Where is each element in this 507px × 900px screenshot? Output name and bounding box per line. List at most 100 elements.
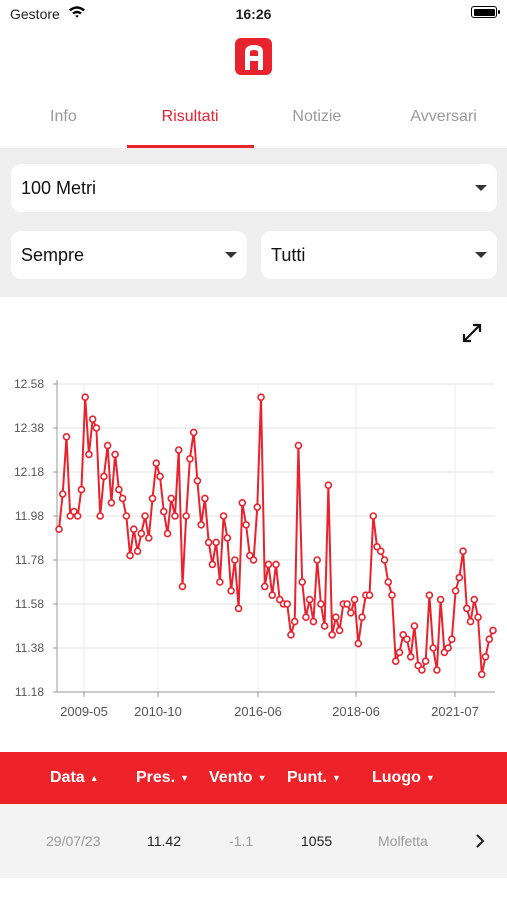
data-point [107, 499, 116, 507]
y-tick-label: 12.18 [14, 465, 44, 479]
filters-panel: 100 Metri Sempre Tutti [0, 148, 507, 297]
data-point [144, 534, 153, 542]
column-header-points[interactable]: Punt. ▼ [287, 769, 341, 786]
event-select[interactable]: 100 Metri [11, 164, 497, 212]
app-logo [235, 38, 272, 75]
data-point [223, 534, 232, 542]
period-select[interactable]: Sempre [11, 231, 247, 279]
series-line [58, 396, 494, 676]
row-wind: -1.1 [229, 833, 254, 849]
tab-info[interactable]: Info [50, 108, 77, 125]
type-select[interactable]: Tutti [261, 231, 497, 279]
data-point [186, 455, 194, 463]
tab-avversari[interactable]: Avversari [410, 108, 477, 125]
data-point [448, 635, 456, 644]
data-point [481, 652, 490, 661]
data-point [313, 556, 321, 564]
x-tick-label: 2010-10 [134, 704, 182, 719]
data-point [451, 587, 460, 595]
data-point [350, 595, 359, 604]
data-point [62, 433, 71, 441]
data-point [305, 595, 314, 604]
data-point [216, 578, 224, 586]
data-point [376, 547, 385, 555]
chevron-down-icon [475, 185, 487, 191]
y-tick-label: 12.58 [14, 377, 44, 391]
tab-risultati[interactable]: Risultati [126, 96, 254, 148]
row-place: Molfetta [378, 833, 428, 849]
data-point [391, 657, 400, 666]
data-point [302, 613, 310, 622]
data-point [156, 472, 164, 481]
data-point [354, 639, 363, 648]
event-select-value: 100 Metri [21, 177, 97, 198]
data-point [118, 494, 127, 503]
data-point [55, 525, 63, 533]
data-point [335, 626, 344, 635]
data-point [320, 622, 329, 630]
data-point [81, 393, 89, 402]
data-point [444, 644, 452, 652]
data-point [212, 538, 220, 547]
battery-icon [471, 6, 500, 18]
row-points: 1055 [301, 833, 333, 849]
data-point [163, 529, 172, 538]
row-performance: 11.42 [147, 833, 181, 849]
data-point [463, 604, 471, 613]
data-point [193, 477, 202, 485]
tab-notizie[interactable]: Notizie [292, 108, 342, 125]
data-point [234, 604, 243, 613]
column-header-place[interactable]: Luogo ▼ [372, 769, 435, 786]
data-point [167, 494, 176, 503]
data-point [189, 428, 198, 437]
data-point [418, 666, 426, 674]
data-point [365, 591, 374, 599]
y-tick-label: 11.38 [15, 641, 44, 655]
x-tick-label: 2009-05 [60, 704, 108, 719]
y-tick-label: 12.38 [14, 421, 44, 435]
sort-down-icon: ▼ [332, 773, 341, 783]
table-row[interactable]: 29/07/23 11.42 -1.1 1055 Molfetta [0, 804, 507, 878]
data-point [103, 441, 112, 450]
data-point [137, 529, 146, 538]
data-point [290, 617, 299, 626]
data-point [332, 613, 340, 622]
data-point [421, 657, 430, 666]
chevron-right-icon[interactable] [474, 833, 486, 849]
data-point [395, 648, 404, 657]
data-point [85, 450, 93, 459]
data-point [298, 578, 306, 586]
y-tick-label: 11.98 [15, 509, 44, 523]
y-tick-label: 11.18 [15, 685, 44, 699]
data-point [268, 591, 277, 599]
data-point [477, 670, 486, 679]
data-point [388, 591, 396, 599]
data-point [242, 521, 250, 529]
data-point [227, 587, 235, 595]
data-point [77, 485, 86, 494]
x-tick-label: 2018-06 [332, 704, 380, 719]
data-point [317, 600, 325, 608]
sort-down-icon: ▼ [180, 773, 190, 783]
data-point [406, 652, 415, 661]
data-point [369, 512, 378, 520]
column-header-wind[interactable]: Vento ▼ [209, 769, 267, 786]
data-point [96, 512, 104, 520]
column-header-performance[interactable]: Pres. ▼ [136, 769, 190, 786]
data-point [88, 415, 97, 424]
data-point [380, 556, 389, 564]
data-point [201, 494, 209, 503]
data-point [466, 617, 475, 626]
data-point [283, 600, 292, 608]
data-point [459, 547, 467, 555]
column-header-date[interactable]: Data ▲ [50, 769, 99, 786]
chevron-down-icon [225, 252, 237, 258]
data-point [249, 556, 258, 564]
expand-icon[interactable] [460, 321, 484, 345]
data-point [485, 635, 494, 644]
data-point [324, 481, 333, 489]
data-point [148, 494, 157, 503]
data-point [204, 538, 213, 547]
sort-down-icon: ▼ [425, 773, 435, 783]
y-tick-label: 11.78 [15, 553, 44, 567]
